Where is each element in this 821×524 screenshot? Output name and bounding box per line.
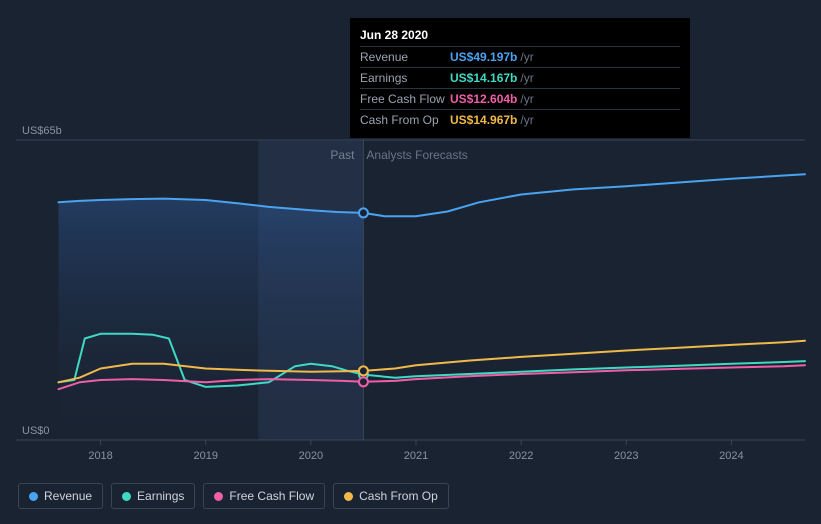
- tooltip-row-unit: /yr: [520, 69, 533, 87]
- legend-item[interactable]: Cash From Op: [333, 483, 449, 509]
- legend-label: Revenue: [44, 489, 92, 503]
- x-tick-label: 2018: [88, 450, 112, 462]
- legend-label: Earnings: [137, 489, 184, 503]
- tooltip-row: RevenueUS$49.197b/yr: [360, 46, 680, 67]
- chart-container: Jun 28 2020 RevenueUS$49.197b/yrEarnings…: [0, 0, 821, 524]
- legend-item[interactable]: Earnings: [111, 483, 195, 509]
- tooltip-row: Cash From OpUS$14.967b/yr: [360, 109, 680, 130]
- legend-label: Cash From Op: [359, 489, 438, 503]
- tooltip-row-label: Revenue: [360, 48, 450, 66]
- legend-item[interactable]: Revenue: [18, 483, 103, 509]
- x-tick-label: 2022: [509, 450, 533, 462]
- legend-label: Free Cash Flow: [229, 489, 314, 503]
- legend-swatch: [29, 492, 38, 501]
- tooltip-row: Free Cash FlowUS$12.604b/yr: [360, 88, 680, 109]
- tooltip-date: Jun 28 2020: [360, 26, 680, 44]
- tooltip-row-unit: /yr: [520, 111, 533, 129]
- legend-swatch: [122, 492, 131, 501]
- x-tick-label: 2021: [404, 450, 428, 462]
- x-tick-label: 2024: [719, 450, 743, 462]
- tooltip-row-value: US$14.167b: [450, 69, 517, 87]
- chart-legend: Revenue Earnings Free Cash Flow Cash From O…: [18, 483, 449, 509]
- tooltip-row-value: US$12.604b: [450, 90, 517, 108]
- legend-item[interactable]: Free Cash Flow: [203, 483, 325, 509]
- chart-tooltip: Jun 28 2020 RevenueUS$49.197b/yrEarnings…: [350, 18, 690, 138]
- tooltip-row-unit: /yr: [520, 48, 533, 66]
- x-tick-label: 2020: [299, 450, 323, 462]
- tooltip-row: EarningsUS$14.167b/yr: [360, 67, 680, 88]
- legend-swatch: [344, 492, 353, 501]
- tooltip-row-label: Earnings: [360, 69, 450, 87]
- legend-swatch: [214, 492, 223, 501]
- tooltip-row-label: Free Cash Flow: [360, 90, 450, 108]
- tooltip-row-value: US$49.197b: [450, 48, 517, 66]
- x-tick-label: 2019: [193, 450, 217, 462]
- tooltip-row-value: US$14.967b: [450, 111, 517, 129]
- x-tick-label: 2023: [614, 450, 638, 462]
- tooltip-rows: RevenueUS$49.197b/yrEarningsUS$14.167b/y…: [360, 46, 680, 130]
- tooltip-row-label: Cash From Op: [360, 111, 450, 129]
- tooltip-row-unit: /yr: [520, 90, 533, 108]
